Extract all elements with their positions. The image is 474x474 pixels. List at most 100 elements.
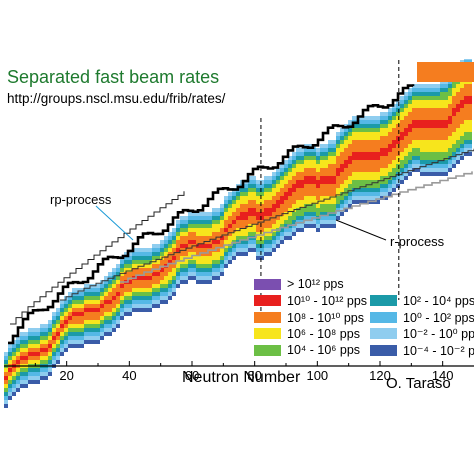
- nuclide-band-cell: [236, 252, 240, 256]
- nuclide-band-cell: [456, 160, 460, 164]
- nuclide-band-cell: [144, 248, 148, 252]
- nuclide-band-cell: [144, 292, 148, 296]
- nuclide-band-cell: [52, 356, 56, 360]
- nuclide-band-cell: [364, 124, 368, 128]
- nuclide-band-cell: [436, 128, 440, 140]
- nuclide-band-cell: [28, 328, 32, 332]
- nuclide-band-cell: [420, 140, 424, 152]
- nuclide-band-cell: [356, 188, 360, 192]
- nuclide-band-cell: [152, 252, 156, 256]
- nuclide-band-cell: [64, 320, 68, 324]
- nuclide-band-cell: [136, 248, 140, 252]
- nuclide-band-cell: [368, 172, 372, 180]
- nuclide-band-cell: [236, 228, 240, 236]
- nuclide-band-cell: [72, 332, 76, 336]
- nuclide-band-cell: [428, 128, 432, 140]
- nuclide-band-cell: [396, 116, 400, 124]
- nuclide-band-cell: [84, 292, 88, 296]
- nuclide-band-cell: [168, 252, 172, 260]
- nuclide-band-cell: [452, 108, 456, 116]
- nuclide-band-cell: [232, 192, 236, 196]
- legend-label: 10⁶ - 10⁸ pps: [287, 326, 360, 341]
- nuclide-band-cell: [272, 176, 276, 180]
- nuclide-band-cell: [80, 324, 84, 328]
- nuclide-band-cell: [440, 152, 444, 160]
- nuclide-band-cell: [68, 300, 72, 304]
- nuclide-band-cell: [312, 220, 316, 224]
- nuclide-band-cell: [132, 292, 136, 296]
- nuclide-band-cell: [332, 204, 336, 212]
- nuclide-band-cell: [348, 136, 352, 144]
- nuclide-band-cell: [52, 352, 56, 356]
- nuclide-band-cell: [388, 184, 392, 188]
- nuclide-band-cell: [112, 300, 116, 308]
- nuclide-band-cell: [24, 376, 28, 380]
- nuclide-band-cell: [200, 216, 204, 220]
- nuclide-band-cell: [144, 304, 148, 308]
- nuclide-band-cell: [268, 176, 272, 180]
- nuclide-band-cell: [16, 380, 20, 384]
- nuclide-band-cell: [164, 244, 168, 248]
- nuclide-band-cell: [436, 152, 440, 160]
- nuclide-band-cell: [20, 380, 24, 384]
- nuclide-band-cell: [112, 284, 116, 288]
- nuclide-band-cell: [16, 376, 20, 380]
- nuclide-band-cell: [168, 272, 172, 280]
- nuclide-band-cell: [184, 264, 188, 268]
- nuclide-band-cell: [396, 100, 400, 104]
- nuclide-band-cell: [372, 116, 376, 120]
- nuclide-band-cell: [24, 344, 28, 348]
- nuclide-band-cell: [44, 372, 48, 376]
- nuclide-band-cell: [296, 160, 300, 164]
- nuclide-band-cell: [216, 264, 220, 268]
- nuclide-band-cell: [172, 244, 176, 248]
- nuclide-band-cell: [396, 124, 400, 136]
- nuclide-band-cell: [392, 112, 396, 116]
- nuclide-band-cell: [152, 276, 156, 284]
- nuclide-band-cell: [412, 92, 416, 96]
- nuclide-band-cell: [84, 328, 88, 332]
- nuclide-band-cell: [268, 248, 272, 252]
- top-mask: [0, 0, 474, 59]
- nuclide-band-cell: [468, 148, 472, 152]
- nuclide-band-cell: [124, 308, 128, 312]
- nuclide-band-cell: [124, 264, 128, 268]
- nuclide-band-cell: [4, 396, 8, 400]
- nuclide-band-cell: [212, 252, 216, 260]
- nuclide-band-cell: [284, 220, 288, 224]
- nuclide-band-cell: [276, 244, 280, 248]
- nuclide-band-cell: [420, 120, 424, 128]
- nuclide-band-cell: [116, 272, 120, 276]
- nuclide-band-cell: [116, 276, 120, 280]
- nuclide-band-cell: [240, 244, 244, 248]
- nuclide-band-cell: [40, 352, 44, 356]
- nuclide-band-cell: [204, 268, 208, 272]
- nuclide-band-cell: [364, 128, 368, 132]
- nuclide-band-cell: [224, 212, 228, 220]
- nuclide-band-cell: [84, 300, 88, 304]
- nuclide-band-cell: [256, 204, 260, 212]
- nuclide-band-cell: [272, 232, 276, 236]
- nuclide-band-cell: [428, 152, 432, 160]
- nuclide-band-cell: [68, 324, 72, 328]
- nuclide-band-cell: [348, 196, 352, 200]
- nuclide-band-cell: [452, 132, 456, 144]
- nuclide-band-cell: [368, 180, 372, 188]
- nuclide-band-cell: [464, 140, 468, 144]
- nuclide-band-cell: [64, 344, 68, 348]
- nuclide-band-cell: [224, 208, 228, 212]
- nuclide-band-cell: [404, 176, 408, 180]
- legend-item: 10⁶ - 10⁸ pps: [254, 327, 360, 341]
- nuclide-band-cell: [188, 220, 192, 224]
- nuclide-band-cell: [376, 188, 380, 192]
- nuclide-band-cell: [200, 264, 204, 268]
- nuclide-band-cell: [420, 100, 424, 108]
- nuclide-band-cell: [380, 124, 384, 128]
- nuclide-band-cell: [340, 136, 344, 140]
- nuclide-band-cell: [436, 100, 440, 108]
- nuclide-band-cell: [360, 116, 364, 120]
- nuclide-band-cell: [100, 300, 104, 304]
- nuclide-band-cell: [152, 304, 156, 308]
- nuclide-band-cell: [428, 84, 432, 88]
- legend-swatch: [254, 311, 281, 323]
